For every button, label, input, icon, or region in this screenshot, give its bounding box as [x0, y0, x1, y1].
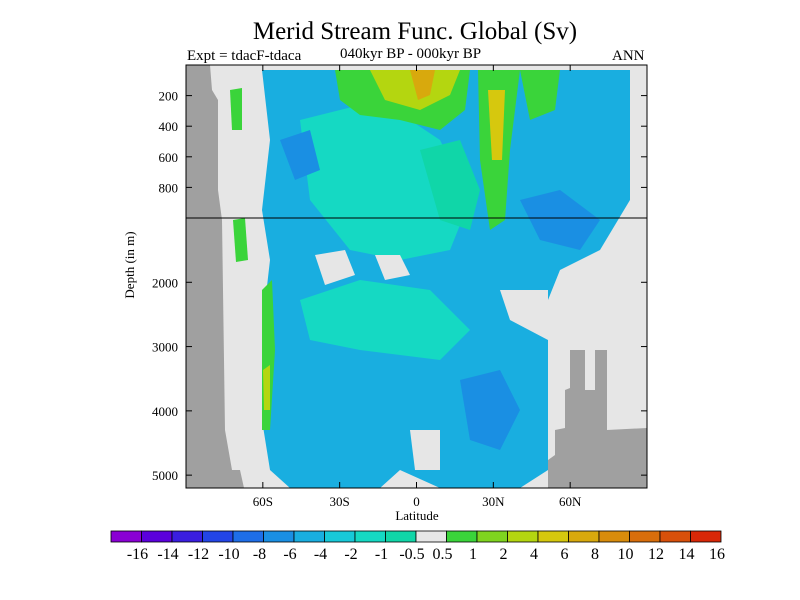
- colorbar-swatch: [263, 530, 295, 543]
- time-range-label: 040kyr BP - 000kyr BP: [340, 46, 482, 62]
- colorbar-swatch: [354, 530, 386, 543]
- colorbar-label: 16: [709, 546, 725, 563]
- colorbar-label: 6: [561, 546, 569, 563]
- positive-south-upper: [230, 88, 242, 130]
- zero-gap-2: [375, 255, 410, 280]
- colorbar-label: 0.5: [433, 546, 453, 563]
- colorbar-label: -2: [344, 546, 357, 563]
- x-tick-label: 30S: [330, 494, 350, 509]
- colorbar-label: -12: [188, 546, 209, 563]
- positive-southern-core: [263, 365, 270, 410]
- colorbar-swatch: [568, 530, 600, 543]
- colorbar-swatch: [110, 530, 142, 543]
- colorbar-swatch: [629, 530, 661, 543]
- positive-north-core: [488, 90, 505, 160]
- weak-negative-lower: [420, 140, 480, 230]
- antarctic-topography: [186, 65, 244, 488]
- positive-surface-max: [410, 70, 435, 100]
- colorbar-label: 12: [648, 546, 664, 563]
- y-tick-label: 600: [159, 150, 179, 165]
- y-tick-label: 200: [159, 89, 179, 104]
- x-tick-label: 0: [413, 494, 420, 509]
- northern-topography: [548, 350, 647, 488]
- colorbar-swatch: [171, 530, 203, 543]
- positive-north-outer: [520, 70, 560, 120]
- zero-gap-3: [500, 290, 548, 340]
- colorbar-swatch: [659, 530, 691, 543]
- positive-south-mid: [233, 218, 248, 262]
- x-tick-label: 30N: [482, 494, 505, 509]
- y-tick-label: 3000: [152, 340, 178, 355]
- colorbar-swatch: [385, 530, 417, 543]
- colorbar-label: -4: [314, 546, 327, 563]
- colorbar-swatch: [690, 530, 722, 543]
- colorbar-swatch: [537, 530, 569, 543]
- colorbar-swatch: [232, 530, 264, 543]
- negative-north-patch: [520, 190, 600, 250]
- colorbar-label: -10: [218, 546, 239, 563]
- colorbar-label: -1: [375, 546, 388, 563]
- y-tick-label: 800: [159, 180, 179, 195]
- colorbar-label: 10: [618, 546, 634, 563]
- colorbar-swatch: [476, 530, 508, 543]
- colorbar: -16 -14 -12 -10 -8 -6 -4 -2 -1 -0.5 0.5 1 2 4 6 8 10 12 14…: [110, 530, 725, 563]
- colorbar-swatch: [507, 530, 539, 543]
- y-tick-label: 2000: [152, 275, 178, 290]
- zero-gap-4: [410, 430, 440, 470]
- field-layer: [186, 65, 647, 488]
- colorbar-swatch: [202, 530, 234, 543]
- colorbar-label: 8: [591, 546, 599, 563]
- weak-negative-upper: [300, 100, 470, 260]
- positive-surface-core: [370, 70, 460, 110]
- y-tick-label: 4000: [152, 404, 178, 419]
- chart-title: Merid Stream Func. Global (Sv): [252, 18, 578, 45]
- colorbar-label: 4: [530, 546, 538, 563]
- y-tick-label: 5000: [152, 468, 178, 483]
- colorbar-swatch: [293, 530, 325, 543]
- y-axis: 200 400 600 800 2000 3000 4000 5000: [152, 89, 647, 483]
- negative-upper-patch: [280, 130, 320, 180]
- colorbar-swatch: [141, 530, 173, 543]
- experiment-label: Expt = tdacF-tdaca: [187, 48, 302, 64]
- weak-negative-middle: [300, 280, 470, 360]
- x-tick-label: 60S: [253, 494, 273, 509]
- colorbar-label: 14: [679, 546, 695, 563]
- colorbar-label: 1: [469, 546, 477, 563]
- colorbar-label: 2: [500, 546, 508, 563]
- colorbar-label: -6: [283, 546, 296, 563]
- colorbar-label: -14: [157, 546, 178, 563]
- colorbar-swatch: [415, 530, 447, 543]
- x-tick-label: 60N: [559, 494, 582, 509]
- colorbar-label: -8: [253, 546, 266, 563]
- zero-gap-1: [315, 250, 355, 285]
- x-axis: 60S 30S 0 30N 60N: [253, 65, 582, 509]
- colorbar-swatch: [598, 530, 630, 543]
- colorbar-label: -0.5: [399, 546, 424, 563]
- colorbar-swatch: [446, 530, 478, 543]
- colorbar-swatch: [324, 530, 356, 543]
- negative-deep-patch: [460, 370, 520, 450]
- y-tick-label: 400: [159, 119, 179, 134]
- colorbar-label: -16: [127, 546, 148, 563]
- x-axis-label: Latitude: [395, 508, 439, 523]
- y-axis-label: Depth (in m): [122, 231, 137, 298]
- season-label: ANN: [612, 48, 645, 64]
